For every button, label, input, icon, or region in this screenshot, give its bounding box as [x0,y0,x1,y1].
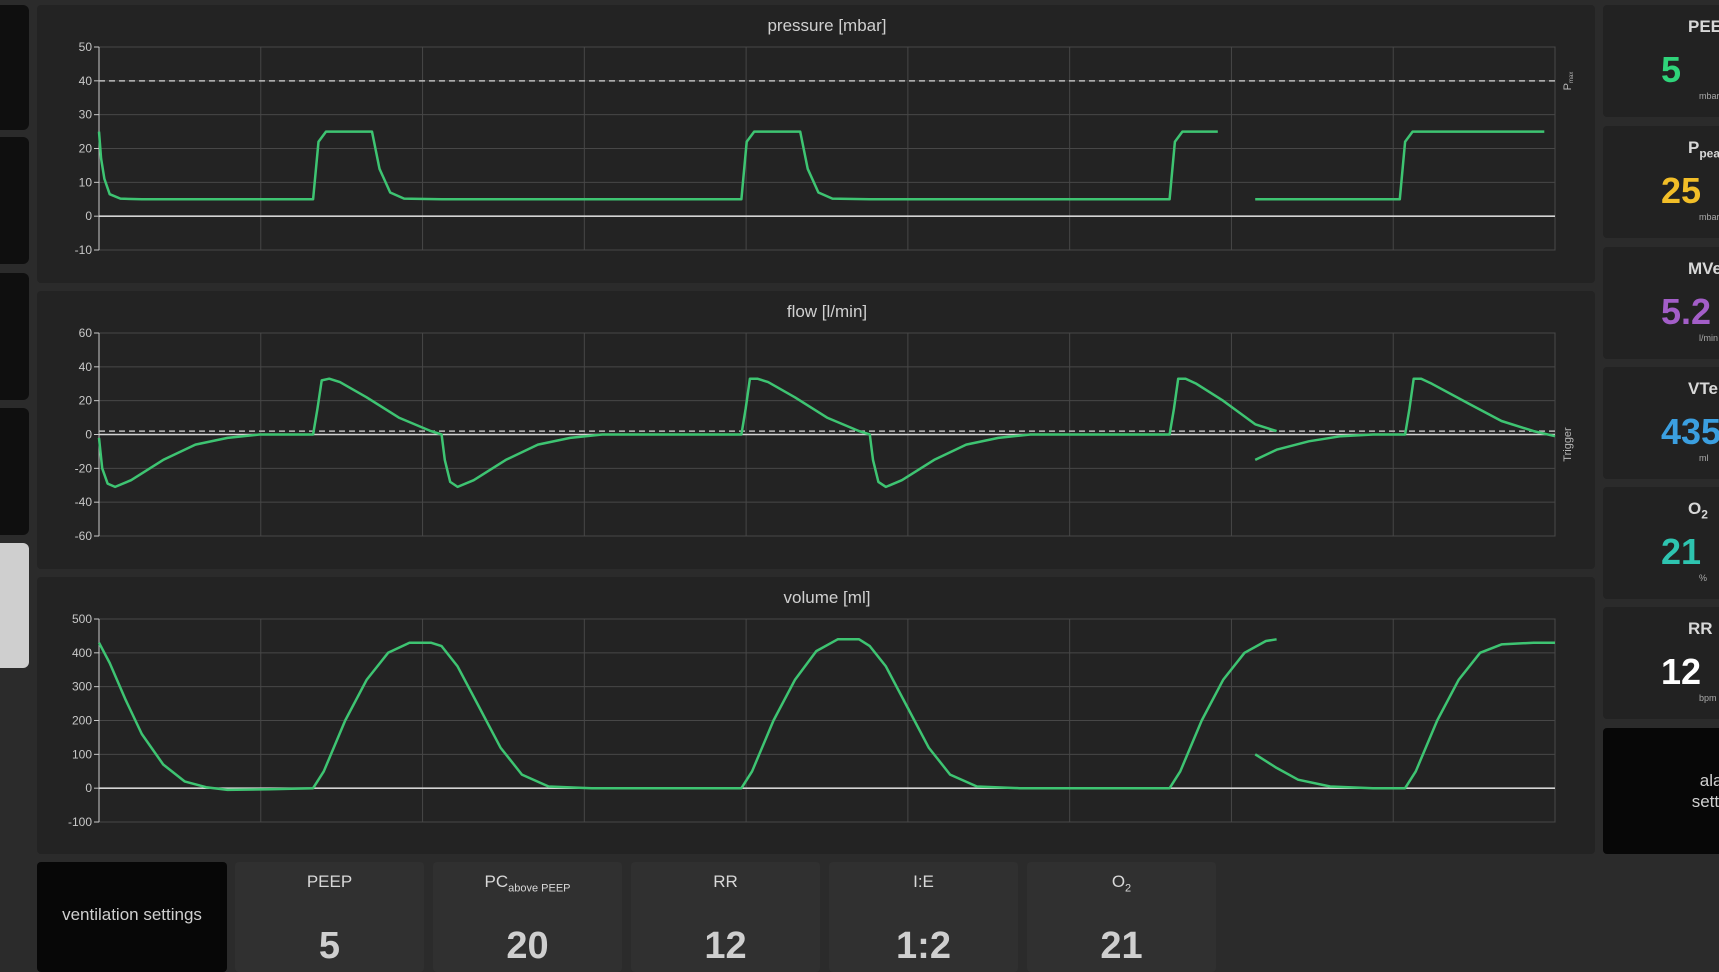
left-nav-tab-3[interactable] [0,273,29,400]
y-tick-label: 0 [85,209,92,223]
measurement-value: 5.2 [1661,291,1712,332]
left-nav-tab-5-active[interactable] [0,543,29,668]
y-tick-label: 40 [79,360,93,374]
setting-label: PCabove PEEP [484,872,571,895]
setting-o2-tile[interactable]: O2 21 [1027,862,1216,972]
y-tick-label: 500 [72,612,92,626]
waveform-line [97,130,1218,201]
left-nav-tab-2[interactable] [0,137,29,264]
chart-title: pressure [mbar] [767,16,886,35]
setting-label: RR [713,872,738,891]
measurement-o2-card: O2 21 % [1603,487,1719,599]
flow-chart: flow [l/min] 60 40 20 0 -20 -40 -60 Trigger [75,302,1574,543]
measurement-value: 12 [1661,651,1702,692]
y-tick-label: 200 [72,714,92,728]
y-tick-label: -40 [75,495,93,509]
measurement-label: PEEP [1688,17,1719,36]
waveform-line [97,377,1277,489]
ventilation-settings-label: ventilation settings [62,905,202,924]
setting-pc-tile[interactable]: PCabove PEEP 20 [433,862,622,972]
measurement-unit: % [1699,573,1708,583]
setting-peep-tile[interactable]: PEEP 5 [235,862,424,972]
y-tick-label: 0 [85,428,92,442]
setting-rr-tile[interactable]: RR 12 [631,862,820,972]
y-tick-label: 20 [79,394,93,408]
measurement-mve-card: MVe 5.2 l/min [1603,247,1719,359]
measurement-value: 21 [1661,531,1702,572]
setting-value: 5 [318,925,341,967]
volume-chart-panel: volume [ml] 500 400 300 200 100 0 -100 [37,577,1595,854]
y-tick-label: 20 [79,142,93,156]
y-tick-label: 40 [79,74,93,88]
setting-value: 21 [1100,925,1143,967]
waveform-line [1254,641,1555,790]
alarm-settings-label: alarm settings [1691,771,1719,811]
setting-value: 12 [704,925,747,967]
measurement-label: VTe [1688,379,1718,398]
measurement-label: MVe [1688,259,1719,278]
measurement-label: O2 [1688,499,1708,522]
setting-value: 1:2 [896,925,951,967]
side-axis-label: Trigger [1562,427,1574,462]
y-tick-label: -10 [75,243,93,257]
setting-label: PEEP [306,872,353,891]
measurement-unit: bpm [1699,693,1717,703]
pressure-chart: pressure [mbar] 50 40 30 20 10 0 -10 Pmax [75,16,1575,257]
measurement-rr-card: RR 12 bpm [1603,607,1719,719]
y-tick-label: 60 [79,326,93,340]
setting-label: O2 [1111,872,1132,895]
alarm-settings-button[interactable]: alarm settings [1603,728,1719,854]
volume-chart: volume [ml] 500 400 300 200 100 0 -100 [68,588,1556,829]
measurement-value: 25 [1661,170,1702,211]
y-tick-label: 400 [72,646,92,660]
measurement-ppeak-card: Ppeak 25 mbar [1603,126,1719,238]
measurement-label: Ppeak [1688,138,1719,161]
y-tick-label: -60 [75,529,93,543]
measurement-value: 435 [1661,411,1719,452]
y-tick-label: 10 [79,175,93,189]
y-tick-label: -100 [68,815,92,829]
chart-title: volume [ml] [784,588,871,607]
y-tick-label: 300 [72,680,92,694]
pressure-chart-panel: pressure [mbar] 50 40 30 20 10 0 -10 Pmax [37,5,1595,283]
measurement-peep-card: PEEP 5 mbar [1603,5,1719,117]
chart-title: flow [l/min] [787,302,867,321]
measurement-label: RR [1688,619,1713,638]
measurement-vte-card: VTe 435 ml [1603,367,1719,479]
left-nav-tab-4[interactable] [0,408,29,535]
y-tick-label: 30 [79,108,93,122]
y-tick-label: 100 [72,747,92,761]
measurement-unit: l/min [1699,333,1719,343]
flow-chart-panel: flow [l/min] 60 40 20 0 -20 -40 -60 Trigger [37,291,1595,569]
measurement-value: 5 [1661,49,1682,90]
setting-value: 20 [506,925,549,967]
side-axis-label: Pmax [1562,72,1575,91]
setting-ie-ratio-tile[interactable]: I:E 1:2 [829,862,1018,972]
measurement-unit: mbar [1699,91,1719,101]
setting-label: I:E [913,872,934,891]
y-tick-label: 50 [79,40,93,54]
measurement-unit: ml [1699,453,1709,463]
ventilation-settings-button[interactable]: ventilation settings [37,862,227,972]
left-nav-tab-1[interactable] [0,5,29,130]
y-tick-label: -20 [75,461,93,475]
waveform-line [97,638,1277,792]
measurement-unit: mbar [1699,212,1719,222]
y-tick-label: 0 [85,781,92,795]
waveform-line [1254,377,1556,462]
waveform-line [1255,130,1545,201]
